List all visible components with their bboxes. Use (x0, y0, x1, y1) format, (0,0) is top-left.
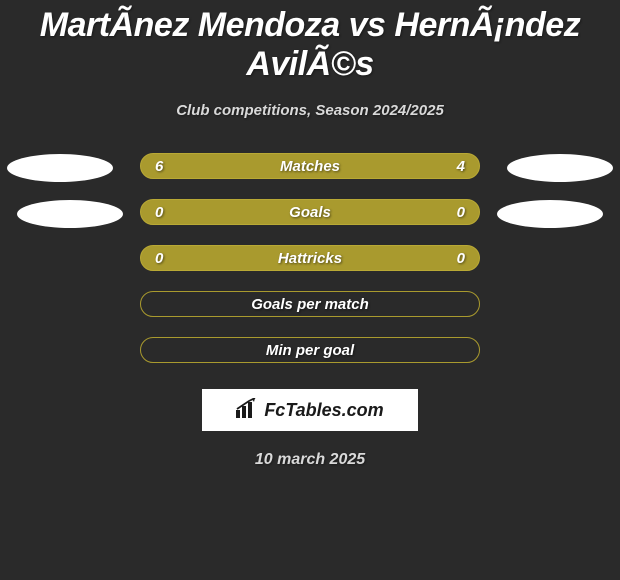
chart-icon (236, 398, 258, 423)
stat-label: Goals per match (141, 292, 479, 318)
attribution-box: FcTables.com (202, 389, 418, 431)
stat-value-right: 0 (457, 246, 465, 272)
right-ellipse (497, 200, 603, 228)
stat-row: Hattricks0 0 (0, 245, 620, 291)
comparison-title: MartÃ­nez Mendoza vs HernÃ¡ndez AvilÃ©s (0, 0, 620, 84)
stat-value-left: 6 (155, 154, 163, 180)
stat-value-left: 0 (155, 246, 163, 272)
stat-row: Min per goal (0, 337, 620, 383)
stat-row: Goals per match (0, 291, 620, 337)
stat-label: Min per goal (141, 338, 479, 364)
attribution-text: FcTables.com (264, 400, 383, 421)
left-ellipse (17, 200, 123, 228)
stat-bar: Hattricks0 0 (140, 245, 480, 271)
stat-bar: Goals per match (140, 291, 480, 317)
stat-label: Goals (141, 200, 479, 226)
comparison-subtitle: Club competitions, Season 2024/2025 (0, 102, 620, 119)
stats-rows: Matches64Goals00Hattricks00Goals per mat… (0, 153, 620, 383)
stat-bar: Goals0 0 (140, 199, 480, 225)
stat-row: Matches6 4 (0, 153, 620, 199)
stat-bar: Matches6 4 (140, 153, 480, 179)
stat-value-right: 0 (457, 200, 465, 226)
stat-row: Goals0 0 (0, 199, 620, 245)
stat-label: Hattricks (141, 246, 479, 272)
right-ellipse (507, 154, 613, 182)
left-ellipse (7, 154, 113, 182)
stat-bar: Min per goal (140, 337, 480, 363)
stat-value-left: 0 (155, 200, 163, 226)
stat-label: Matches (141, 154, 479, 180)
footer-date: 10 march 2025 (0, 451, 620, 469)
stat-value-right: 4 (457, 154, 465, 180)
